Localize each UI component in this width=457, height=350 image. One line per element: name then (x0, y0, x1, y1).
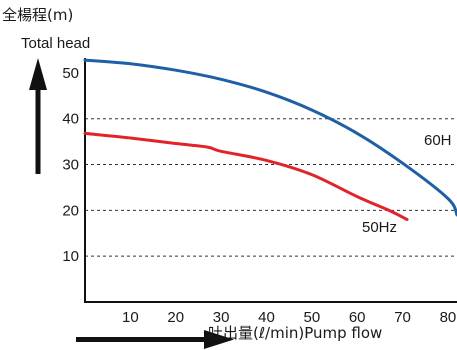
x-axis-title: 吐出量(ℓ/min)Pump flow (208, 324, 382, 342)
y-tick-label-40: 40 (62, 111, 79, 128)
series-label-60hz: 60H (424, 132, 452, 149)
y-tick-label-50: 50 (62, 65, 79, 82)
x-tick-label-10: 10 (122, 309, 139, 326)
axes (84, 58, 457, 303)
x-tick-label-70: 70 (394, 309, 411, 326)
x-tick-labels: 10 20 30 40 50 60 70 80 (122, 309, 456, 326)
series-line-60hz (83, 58, 457, 217)
y-axis-title-english: Total head (21, 35, 90, 52)
x-tick-label-50: 50 (303, 309, 320, 326)
y-tick-label-30: 30 (62, 157, 79, 174)
x-tick-label-30: 30 (213, 309, 230, 326)
series-lines (83, 58, 457, 221)
y-axis-title-japanese: 全楊程(m) (2, 6, 73, 24)
x-axis-direction-arrow (76, 330, 234, 349)
y-tick-labels: 10 20 30 40 50 (62, 65, 79, 265)
x-tick-label-20: 20 (167, 309, 184, 326)
x-tick-label-80: 80 (440, 309, 457, 326)
series-line-50hz (83, 131, 409, 221)
y-tick-label-20: 20 (62, 202, 79, 219)
x-tick-label-40: 40 (258, 309, 275, 326)
x-tick-label-60: 60 (349, 309, 366, 326)
horizontal-gridlines (85, 118, 457, 257)
series-label-50hz: 50Hz (362, 219, 397, 236)
y-tick-label-10: 10 (62, 248, 79, 265)
y-axis-direction-arrow (29, 58, 47, 174)
